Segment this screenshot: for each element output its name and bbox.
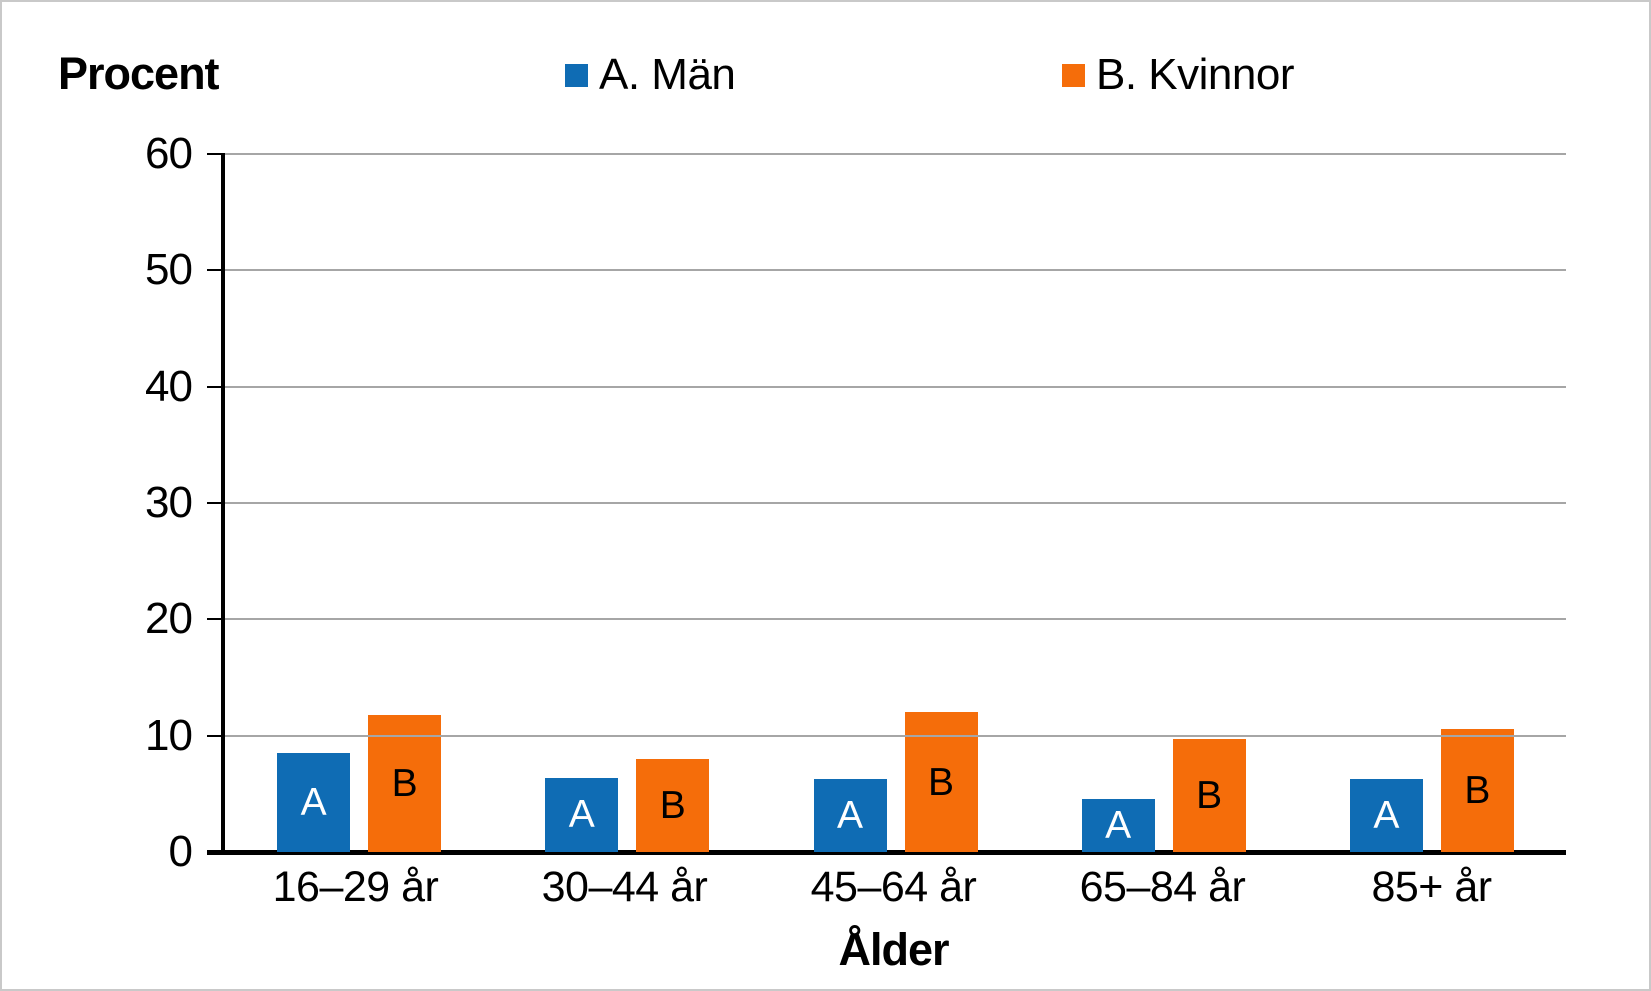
x-axis-category-label: 65–84 år: [1079, 863, 1246, 911]
bar-women-2: B: [636, 758, 710, 852]
x-axis-category-label: 85+ år: [1371, 863, 1492, 911]
y-tick-10: [207, 734, 222, 737]
bar-women-4: B: [1172, 739, 1246, 852]
legend-swatch-women-icon: [1062, 63, 1085, 87]
bar-label-b: B: [927, 760, 954, 804]
bar-label-b: B: [1464, 768, 1491, 812]
bar-label-b: B: [1196, 774, 1223, 818]
y-axis-tick-label: 30: [145, 478, 193, 527]
x-axis-title: Ålder: [838, 924, 949, 975]
x-axis-category-label: 45–64 år: [810, 863, 977, 911]
legend-swatch-men-icon: [565, 63, 588, 87]
y-axis-tick-label: 20: [145, 594, 193, 644]
gridline-60: [225, 153, 1566, 155]
y-axis-tick-label: 10: [145, 710, 193, 760]
bar-women-1: B: [368, 714, 442, 852]
bar-label-a: A: [300, 781, 327, 825]
legend-label-women: B. Kvinnor: [1096, 50, 1294, 99]
bar-women-5: B: [1440, 728, 1514, 852]
y-tick-50: [207, 269, 222, 272]
bar-label-a: A: [568, 793, 595, 837]
y-axis-line: [221, 153, 225, 852]
bar-men-1: A: [277, 753, 351, 852]
bar-label-b: B: [659, 783, 686, 827]
bar-men-4: A: [1081, 798, 1155, 852]
gridline-30: [225, 502, 1566, 504]
y-tick-0: [207, 851, 222, 853]
y-tick-60: [207, 153, 222, 155]
gridline-20: [225, 618, 1566, 621]
legend-item-men: A. Män: [565, 50, 736, 100]
y-tick-30: [207, 502, 222, 504]
y-tick-20: [207, 618, 222, 621]
x-axis-category-label: 16–29 år: [272, 863, 439, 911]
bar-men-3: A: [813, 778, 887, 852]
bar-women-3: B: [904, 712, 978, 852]
y-axis-tick-label: 0: [168, 827, 193, 876]
y-tick-40: [207, 385, 222, 388]
x-axis-line: [207, 850, 1566, 855]
legend-label-men: A. Män: [599, 50, 736, 99]
y-axis-tick-label: 50: [145, 245, 193, 295]
bar-label-a: A: [1373, 793, 1400, 837]
bar-label-b: B: [391, 761, 418, 805]
gridline-10: [225, 734, 1566, 737]
gridline-40: [225, 385, 1566, 388]
bar-men-2: A: [545, 777, 619, 852]
bar-label-a: A: [1105, 803, 1132, 847]
bar-label-a: A: [836, 793, 863, 837]
bar-men-5: A: [1349, 778, 1423, 852]
gridline-50: [225, 269, 1566, 272]
legend-item-women: B. Kvinnor: [1062, 50, 1294, 100]
x-axis-category-label: 30–44 år: [541, 863, 708, 911]
y-axis-title: Procent: [58, 48, 220, 99]
y-axis-tick-label: 60: [145, 129, 193, 178]
y-axis-tick-label: 40: [145, 361, 193, 411]
